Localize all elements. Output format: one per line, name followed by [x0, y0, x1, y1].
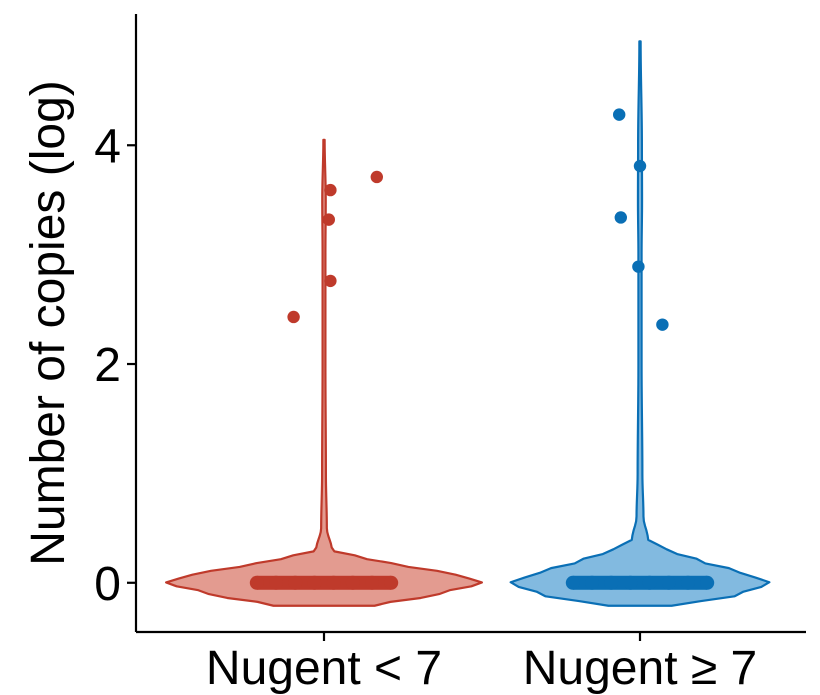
data-point [614, 211, 627, 224]
axes-layer [134, 14, 806, 634]
x-tick-label: Nugent ≥ 7 [523, 642, 758, 695]
data-point [633, 159, 647, 173]
y-tick-label: 4 [94, 120, 121, 173]
points-group-1 [249, 170, 399, 590]
data-point [288, 575, 303, 590]
data-point [642, 575, 657, 590]
data-point [623, 575, 638, 590]
data-point [604, 575, 619, 590]
data-point [656, 318, 669, 331]
data-point [322, 213, 335, 226]
data-point [365, 575, 379, 590]
ticks-layer: 0 2 4 Nugent < 7 Nugent ≥ 7 [94, 120, 757, 695]
data-point [324, 274, 337, 288]
x-tick-label: Nugent < 7 [206, 642, 442, 695]
marks-layer [165, 40, 771, 607]
data-point [632, 260, 645, 273]
violin-shape [509, 40, 771, 607]
data-point [324, 183, 337, 197]
data-point [326, 575, 341, 590]
points-group-2 [565, 108, 715, 590]
data-point [287, 310, 300, 324]
data-point [585, 575, 599, 590]
data-point [307, 575, 322, 590]
data-point [661, 575, 676, 590]
violin-shape [165, 138, 483, 607]
data-point [370, 170, 383, 184]
data-point [681, 575, 695, 590]
y-axis-title: Number of copies (log) [22, 80, 75, 566]
data-point [345, 575, 360, 590]
violin-group-2 [509, 40, 771, 607]
y-tick-label: 0 [94, 558, 121, 611]
data-point [269, 575, 283, 590]
data-point [565, 575, 580, 590]
data-point [613, 108, 626, 121]
data-point [249, 575, 264, 590]
data-point [384, 575, 399, 590]
violin-group-1 [165, 138, 483, 607]
data-point [700, 575, 715, 590]
y-tick-label: 2 [94, 339, 121, 392]
